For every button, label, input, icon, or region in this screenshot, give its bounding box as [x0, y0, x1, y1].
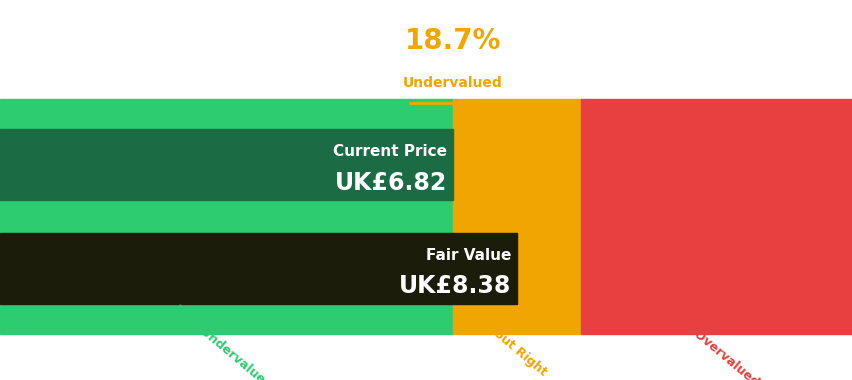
- Bar: [0, 233, 516, 304]
- Text: About Right: About Right: [476, 315, 548, 379]
- Text: UK£6.82: UK£6.82: [334, 171, 446, 195]
- Text: 18.7%: 18.7%: [405, 27, 500, 55]
- Text: UK£8.38: UK£8.38: [398, 274, 510, 298]
- Text: Fair Value: Fair Value: [425, 247, 510, 263]
- Bar: [580, 99, 852, 334]
- Text: Undervalued: Undervalued: [403, 76, 502, 90]
- Bar: [0, 99, 452, 334]
- Bar: [0, 130, 452, 200]
- Text: 20% Overvalued: 20% Overvalued: [664, 305, 760, 380]
- Text: Current Price: Current Price: [332, 144, 446, 159]
- Bar: [452, 99, 580, 334]
- Text: 20% Undervalued: 20% Undervalued: [170, 302, 273, 380]
